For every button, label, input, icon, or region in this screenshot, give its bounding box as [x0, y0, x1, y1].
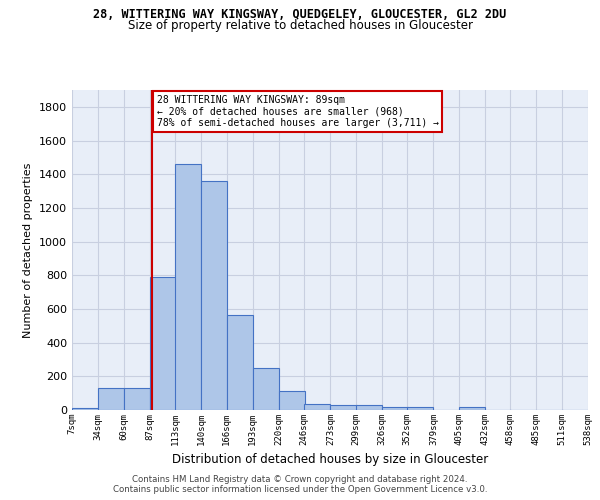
Bar [124, 388, 150, 410]
Text: Contains HM Land Registry data © Crown copyright and database right 2024.: Contains HM Land Registry data © Crown c… [132, 475, 468, 484]
Bar [459, 406, 485, 410]
Text: 28, WITTERING WAY KINGSWAY, QUEDGELEY, GLOUCESTER, GL2 2DU: 28, WITTERING WAY KINGSWAY, QUEDGELEY, G… [94, 8, 506, 20]
Bar [253, 368, 279, 410]
Bar [72, 408, 98, 410]
Bar [407, 406, 433, 410]
Bar [304, 404, 331, 410]
Bar [150, 277, 176, 410]
Bar [227, 315, 253, 410]
Text: 28 WITTERING WAY KINGSWAY: 89sqm
← 20% of detached houses are smaller (968)
78% : 28 WITTERING WAY KINGSWAY: 89sqm ← 20% o… [157, 95, 439, 128]
Bar [331, 405, 357, 410]
Text: Size of property relative to detached houses in Gloucester: Size of property relative to detached ho… [128, 19, 473, 32]
Bar [382, 406, 408, 410]
Bar [201, 181, 227, 410]
Bar [356, 405, 382, 410]
Y-axis label: Number of detached properties: Number of detached properties [23, 162, 34, 338]
Text: Distribution of detached houses by size in Gloucester: Distribution of detached houses by size … [172, 452, 488, 466]
Bar [279, 392, 305, 410]
Text: Contains public sector information licensed under the Open Government Licence v3: Contains public sector information licen… [113, 485, 487, 494]
Bar [98, 388, 124, 410]
Bar [175, 164, 201, 410]
